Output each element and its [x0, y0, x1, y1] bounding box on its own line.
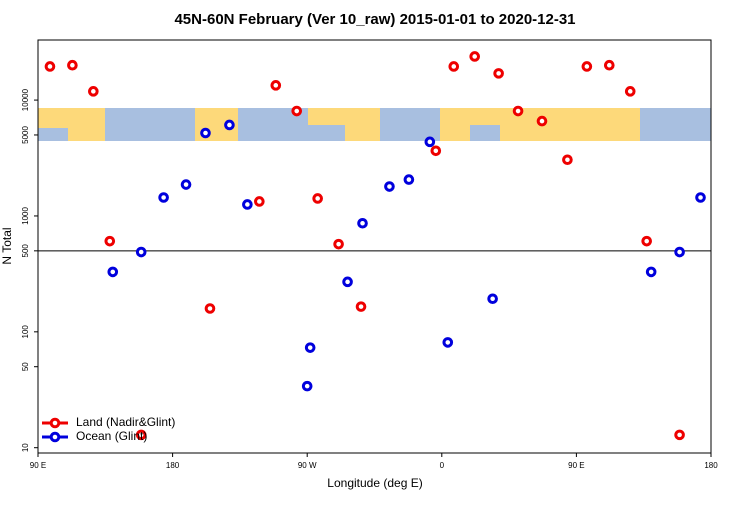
point	[204, 303, 216, 314]
point	[448, 61, 460, 72]
point	[641, 235, 652, 247]
point	[333, 238, 344, 250]
point	[430, 145, 442, 157]
point	[536, 115, 548, 127]
point	[355, 301, 367, 312]
point	[200, 127, 211, 139]
x-tick-label: 180	[704, 461, 718, 470]
point	[493, 68, 504, 79]
point	[158, 192, 169, 203]
y-tick-label: 5000	[21, 126, 30, 144]
point	[469, 51, 481, 62]
point	[357, 217, 368, 229]
point	[304, 342, 316, 353]
point	[88, 86, 99, 97]
point	[424, 136, 436, 148]
plot-frame	[37, 39, 712, 454]
point	[384, 181, 395, 192]
point	[301, 380, 313, 392]
y-tick-label: 100	[21, 325, 30, 339]
x-tick-label: 90 E	[30, 461, 46, 470]
point	[342, 276, 353, 288]
point	[224, 119, 235, 131]
point	[291, 105, 303, 117]
point	[104, 235, 116, 247]
x-tick-label: 90 E	[568, 461, 584, 470]
legend-label: Ocean (Glint)	[76, 429, 147, 443]
point	[512, 105, 524, 117]
y-tick-label: 50	[21, 362, 30, 371]
point	[254, 196, 265, 207]
x-tick-label: 180	[166, 461, 180, 470]
point	[135, 246, 147, 258]
point	[674, 429, 685, 441]
x-axis-label: Longitude (deg E)	[327, 476, 422, 490]
point	[242, 199, 253, 210]
point	[44, 61, 56, 72]
point	[695, 192, 706, 203]
y-tick-label: 10000	[21, 88, 30, 111]
point	[645, 266, 657, 278]
point	[581, 61, 593, 72]
map-band	[38, 108, 711, 141]
point	[270, 80, 282, 91]
legend-marker	[49, 431, 61, 443]
y-axis-label: N Total	[0, 227, 14, 264]
point	[442, 337, 454, 348]
point	[403, 174, 415, 185]
legend-label: Land (Nadir&Glint)	[76, 415, 175, 429]
x-tick-label: 0	[440, 461, 445, 470]
point	[135, 429, 147, 441]
legend-marker	[49, 417, 61, 429]
point	[674, 246, 685, 258]
x-tick-label: 90 W	[298, 461, 317, 470]
point	[487, 293, 498, 305]
chart-title: 45N-60N February (Ver 10_raw) 2015-01-01…	[174, 11, 575, 28]
point	[562, 154, 573, 166]
point	[624, 86, 636, 97]
point	[312, 193, 323, 204]
y-tick-label: 500	[21, 244, 30, 258]
point	[67, 59, 78, 71]
point	[604, 59, 615, 71]
y-tick-label: 1000	[21, 207, 30, 225]
y-tick-label: 10	[21, 443, 30, 452]
point	[107, 266, 119, 278]
point	[180, 179, 192, 190]
